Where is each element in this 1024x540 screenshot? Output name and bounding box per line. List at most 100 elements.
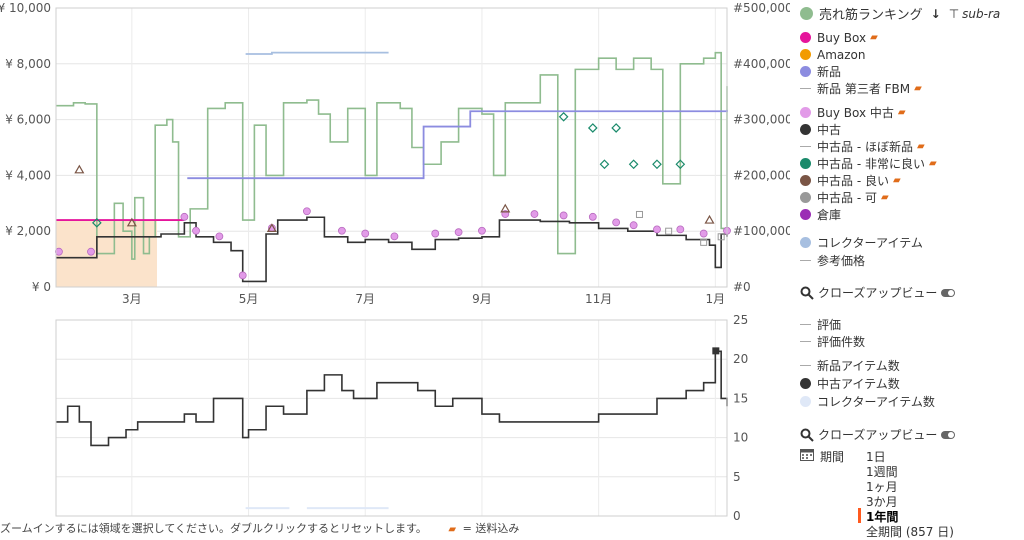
hierarchy-icon[interactable]: ⊤ [948,6,960,21]
buybox-used-dot-icon [800,107,811,118]
calendar-icon [800,449,814,461]
legend-used[interactable]: 中古 [800,121,841,138]
buybox-used-marker [653,225,661,234]
y-right-tick-label: 0 [733,509,741,523]
used-very-good-marker [558,111,569,122]
truck-icon: ▰ [928,158,937,169]
line-icon [800,260,811,261]
sort-icon[interactable]: ↓ [930,6,941,21]
range-option-all[interactable]: 全期間 (857 日) [866,525,954,539]
y-right-tick-label: #300,000 [733,113,790,127]
buybox-used-marker [588,212,597,221]
y-right-tick-label: 5 [733,470,741,484]
y-right-tick-label: #400,000 [733,57,790,71]
legend-label: 中古品 - 可 [817,191,877,205]
legend-label: 中古 [817,123,842,137]
legend-label: 新品 [817,65,842,79]
main-chart-axes: ¥ 0 ¥ 2,000 ¥ 4,000 ¥ 6,000 ¥ 8,000 ¥ 10,000 #… [0,1,790,306]
count-chart-axes: 0 5 10 15 20 25 [55,313,748,523]
series-line-コレクターアイテム [245,51,389,55]
legend-reference[interactable]: 参考価格 [800,252,865,269]
truck-icon: ▰ [914,83,922,94]
x-tick-label: 7月 [355,292,375,306]
used-very-good-marker [628,159,639,170]
legend-label: 新品アイテム数 [817,359,900,373]
y-right-tick-label: #100,000 [733,224,790,238]
legend-rating[interactable]: 評価 [800,316,841,333]
legend-new-fbm[interactable]: 新品 第三者 FBM ▰ [800,80,922,97]
toggle-switch-icon[interactable] [941,288,956,297]
legend-collectible[interactable]: コレクターアイテム [800,234,923,251]
line-icon [800,341,811,342]
legend-used-acceptable[interactable]: 中古品 - 可 ▰ [800,189,889,206]
y-right-tick-label: #200,000 [733,168,790,182]
legend-used-good[interactable]: 中古品 - 良い ▰ [800,172,901,189]
used-good-marker [704,214,715,224]
legend-used-very-good[interactable]: 中古品 - 非常に良い ▰ [800,155,937,172]
legend-used-count[interactable]: 中古アイテム数 [800,375,900,392]
used-good-marker [500,203,511,213]
legend-label: コレクターアイテム [817,236,923,250]
legend-label: 中古品 - 良い [817,174,889,188]
range-option-1y[interactable]: 1年間 [857,508,899,524]
buybox-dot-icon [800,32,811,43]
buybox-used-marker [215,232,224,241]
buybox-used-marker [676,225,685,234]
sub-rank-label[interactable]: sub-ra [962,6,1001,21]
y-right-tick-label: #500,000 [733,1,790,15]
truck-icon: ▰ [448,524,457,535]
series-line-中古 [56,216,728,283]
acceptable-dot-icon [800,192,811,203]
legend-new-count[interactable]: 新品アイテム数 [800,357,900,374]
buybox-used-marker [87,247,95,256]
buybox-used-marker [55,247,63,256]
plot-frame [55,319,728,517]
closeup-toggle-price[interactable]: クローズアップビュー [800,284,956,301]
legend-buybox-used[interactable]: Buy Box 中古 ▰ [800,104,906,121]
legend-amazon[interactable]: Amazon [800,46,866,63]
legend-sales-rank[interactable]: 売れ筋ランキング ↓ ⊤ sub-ra [800,5,1001,23]
buybox-used-marker [361,229,370,238]
magnifier-icon [800,286,814,300]
closeup-label: クローズアップビュー [818,286,938,300]
y-left-tick-label: ¥ 0 [32,280,51,294]
buybox-used-marker [612,218,621,227]
legend-collectible-count[interactable]: コレクターアイテム数 [800,393,935,410]
legend-new[interactable]: 新品 [800,63,841,80]
new-dot-icon [800,66,811,77]
x-tick-label: 3月 [122,292,142,306]
line-icon [800,324,811,325]
legend-label: Buy Box 中古 [817,106,894,120]
buybox-used-marker [478,226,486,235]
legend-rating-count[interactable]: 評価件数 [800,333,865,350]
legend-label: 売れ筋ランキング [819,8,923,23]
legend-warehouse[interactable]: 倉庫 [800,206,841,223]
range-option-1w[interactable]: 1週間 [866,465,898,479]
used-acceptable-marker [665,227,673,235]
legend-buybox[interactable]: Buy Box ▰ [800,29,878,46]
used-good-marker [266,223,277,233]
range-option-1m[interactable]: 1ヶ月 [866,480,898,494]
buybox-used-marker [431,229,440,238]
buybox-used-marker [180,212,189,221]
used-count-dot-icon [800,378,811,389]
buybox-used-marker [629,221,638,230]
count-peak-marker [712,347,720,355]
price-history-charts[interactable]: ¥ 0 ¥ 2,000 ¥ 4,000 ¥ 6,000 ¥ 8,000 ¥ 10,000 #… [0,0,790,540]
legend-label: 中古品 - ほぼ新品 [817,140,913,154]
range-option-1d[interactable]: 1日 [866,450,886,464]
x-tick-label: 9月 [472,292,492,306]
toggle-switch-icon[interactable] [941,430,956,439]
x-tick-label: 5月 [239,292,259,306]
range-option-3m[interactable]: 3か月 [866,495,898,509]
used-good-marker [74,164,85,174]
closeup-toggle-count[interactable]: クローズアップビュー [800,426,956,443]
series-line-新品 [187,109,728,180]
y-right-tick-label: #0 [733,280,751,294]
buybox-used-marker [238,271,247,280]
used-good-marker [126,217,137,227]
y-left-tick-label: ¥ 10,000 [0,1,51,15]
truck-icon: ▰ [870,32,878,43]
legend-label: 倉庫 [817,208,842,222]
legend-used-like-new[interactable]: 中古品 - ほぼ新品 ▰ [800,138,925,155]
